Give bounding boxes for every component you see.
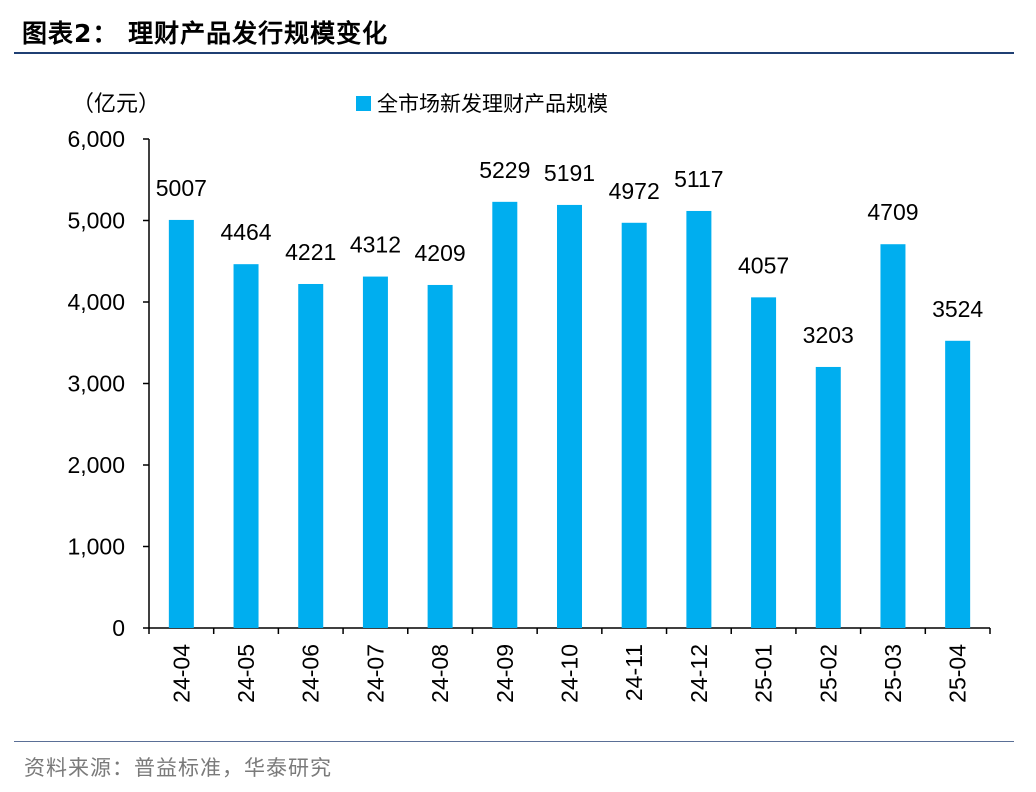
bar-value-label: 3203 (803, 322, 854, 348)
bar-value-label: 4972 (609, 178, 660, 204)
bar-value-label: 5117 (674, 166, 723, 192)
bar-value-label: 5191 (544, 160, 595, 186)
bottom-rule (14, 741, 1014, 742)
x-tick-label: 24-06 (298, 644, 324, 703)
x-tick-label: 24-04 (168, 644, 194, 703)
y-tick-label: 3,000 (67, 371, 125, 397)
x-tick-label: 25-04 (945, 644, 971, 703)
x-tick-label: 25-03 (880, 644, 906, 703)
bar (751, 297, 777, 628)
legend-swatch (356, 95, 371, 111)
x-tick-label: 24-07 (362, 644, 388, 703)
legend-label: 全市场新发理财产品规模 (377, 92, 608, 116)
top-rule (14, 52, 1014, 54)
x-tick-label: 25-02 (815, 644, 841, 703)
y-tick-label: 1,000 (67, 534, 125, 560)
bar (362, 276, 388, 628)
bar-value-label: 3524 (932, 296, 983, 322)
y-tick-label: 6,000 (67, 126, 125, 152)
x-tick-label: 25-01 (751, 644, 777, 703)
x-tick-label: 24-11 (621, 644, 647, 701)
bar (233, 264, 259, 628)
bar (621, 222, 647, 629)
bar (427, 284, 453, 628)
y-tick-label: 5,000 (67, 208, 125, 234)
y-unit-label: （亿元） (72, 92, 161, 117)
x-tick-label: 24-09 (492, 644, 518, 703)
bar (557, 204, 582, 628)
bar (492, 201, 518, 629)
bar-value-label: 4312 (350, 232, 401, 258)
x-tick-label: 24-08 (427, 644, 453, 703)
figure-title: 图表2： 理财产品发行规模变化 (22, 19, 389, 48)
bar-value-label: 4209 (415, 240, 466, 266)
title-bar: 图表2： 理财产品发行规模变化 (0, 0, 1036, 56)
x-tick-label: 24-12 (686, 644, 712, 703)
bar-value-label: 4057 (738, 252, 789, 278)
bar-value-label: 4709 (867, 199, 918, 225)
bar (168, 219, 194, 628)
bar-value-label: 4464 (220, 219, 271, 245)
bar-value-label: 5007 (156, 175, 207, 201)
bar (298, 283, 324, 628)
chart-legend: 全市场新发理财产品规模 (356, 88, 608, 118)
y-tick-label: 2,000 (67, 452, 125, 478)
y-tick-label: 0 (112, 615, 125, 641)
bar (880, 244, 906, 629)
y-tick-label: 4,000 (67, 289, 125, 315)
bar (945, 340, 971, 628)
bar (815, 366, 841, 628)
x-tick-label: 24-10 (557, 644, 583, 703)
bar-value-label: 5229 (479, 157, 530, 183)
x-tick-label: 24-05 (233, 644, 259, 703)
bar (686, 210, 712, 629)
source-note: 资料来源：普益标准，华泰研究 (24, 756, 332, 780)
bar-value-label: 4221 (285, 239, 336, 265)
